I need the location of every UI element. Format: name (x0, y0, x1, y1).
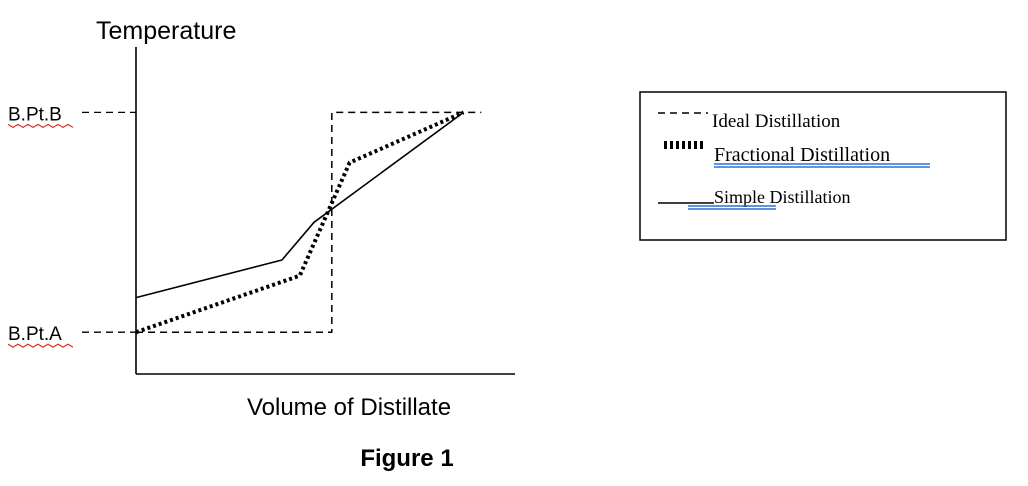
legend-label-solid: Simple Distillation (714, 187, 851, 207)
series-line-solid (135, 111, 464, 299)
x-axis-label: Volume of Distillate (247, 394, 451, 421)
figure-caption: Figure 1 (360, 445, 453, 472)
series-line-dashed (136, 111, 482, 333)
level-label-1: B.Pt.A (8, 324, 62, 345)
boiling-point-levels: B.Pt.B B.Pt.A (7, 104, 136, 348)
level-label-0: B.Pt.B (8, 104, 62, 125)
legend: Ideal Distillation Fractional Distillatio… (639, 91, 1007, 241)
series-group (135, 110, 482, 335)
spellcheck-squiggle-1 (7, 343, 74, 348)
series-line-dotted (135, 110, 465, 335)
spellcheck-squiggle-0 (7, 123, 74, 129)
legend-label-dotted: Fractional Distillation (714, 144, 890, 166)
y-axis-label: Temperature (96, 17, 236, 45)
legend-box (639, 91, 1007, 241)
legend-label-dashed: Ideal Distillation (712, 111, 841, 132)
